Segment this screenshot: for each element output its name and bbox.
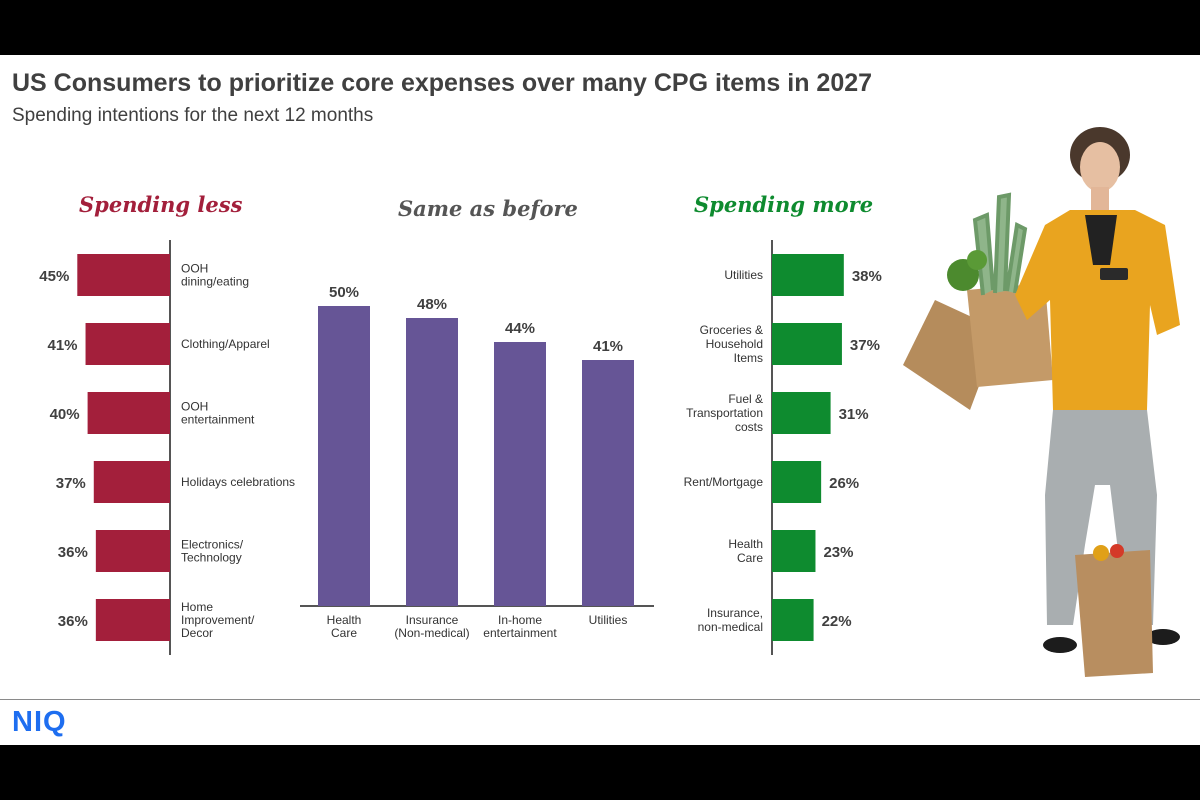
same-bar [494, 342, 546, 606]
leek-greens [972, 192, 1028, 296]
less-value-label: 45% [39, 268, 69, 285]
more-bar [772, 530, 816, 572]
leafy-greens-2 [967, 250, 987, 270]
spending-less-chart: 45% OOH dining/eating 41% Clothing/Apparel 40… [39, 240, 295, 655]
phone [1100, 268, 1128, 280]
spending-less-heading: Spending less [79, 192, 243, 217]
more-value-label: 37% [850, 337, 880, 354]
black-top [1085, 215, 1117, 265]
less-category-label: Electronics/Technology [181, 538, 244, 565]
spending-more-chart: 38% Utilities 37% Groceries & Household Items… [684, 240, 882, 655]
footer-divider [0, 699, 1200, 700]
less-bar [95, 599, 170, 641]
same-value-label: 44% [505, 320, 535, 337]
shoe-left [1043, 637, 1077, 653]
same-category-label: In-home entertainment [483, 613, 557, 640]
produce-2 [1110, 544, 1124, 558]
niq-logo: NIQ [12, 706, 67, 738]
more-category-label: Health Care [728, 537, 763, 565]
less-bar [93, 461, 170, 503]
same-category-label: Utilities [589, 613, 628, 627]
same-as-before-chart: 50% Health Care 48% Insurance (Non-medical) 44… [300, 284, 654, 640]
less-value-label: 36% [58, 544, 88, 561]
same-category-label: Health Care [327, 613, 362, 640]
more-category-label: Fuel & Transportation costs [686, 392, 763, 434]
neck [1091, 187, 1109, 211]
shoe-right [1146, 629, 1180, 645]
charts-canvas: 45% OOH dining/eating 41% Clothing/Apparel 40… [39, 240, 882, 655]
less-bar [87, 392, 170, 434]
page-subtitle: Spending intentions for the next 12 mont… [12, 105, 374, 126]
same-bar [406, 318, 458, 606]
less-category-label: OOH entertainment [181, 400, 255, 427]
less-value-label: 40% [50, 406, 80, 423]
same-value-label: 41% [593, 338, 623, 355]
more-value-label: 38% [852, 268, 882, 285]
same-value-label: 48% [417, 296, 447, 313]
shopper-photo [903, 127, 1180, 677]
less-bar [95, 530, 170, 572]
less-bar [85, 323, 170, 365]
more-bar [772, 254, 844, 296]
page-title: US Consumers to prioritize core expenses… [12, 69, 873, 97]
produce [1093, 545, 1109, 561]
less-category-label: Holidays celebrations [181, 475, 295, 489]
more-category-label: Groceries & Household Items [700, 323, 763, 365]
paper-bag-ground [1075, 550, 1153, 677]
less-value-label: 37% [56, 475, 86, 492]
more-category-label: Insurance, non-medical [698, 606, 763, 634]
more-bar [772, 323, 842, 365]
more-bar [772, 461, 822, 503]
less-value-label: 36% [58, 613, 88, 630]
less-category-label: OOH dining/eating [181, 262, 249, 289]
yellow-shirt [1015, 210, 1180, 410]
same-category-label: Insurance (Non-medical) [394, 613, 469, 640]
spending-more-heading: Spending more [694, 192, 874, 217]
less-value-label: 41% [48, 337, 78, 354]
same-as-before-heading: Same as before [398, 196, 578, 221]
same-bar [582, 360, 634, 606]
more-bar [772, 599, 814, 641]
slide: US Consumers to prioritize core expenses… [0, 55, 1200, 745]
less-category-label: Home Improvement/Decor [181, 600, 255, 640]
face [1080, 142, 1120, 192]
more-category-label: Utilities [724, 268, 763, 282]
less-bar [77, 254, 170, 296]
more-value-label: 31% [839, 406, 869, 423]
more-value-label: 26% [829, 475, 859, 492]
more-bar [772, 392, 831, 434]
same-bar [318, 306, 370, 606]
same-value-label: 50% [329, 284, 359, 301]
less-category-label: Clothing/Apparel [181, 337, 270, 351]
more-category-label: Rent/Mortgage [684, 475, 764, 489]
more-value-label: 22% [822, 613, 852, 630]
more-value-label: 23% [823, 544, 853, 561]
